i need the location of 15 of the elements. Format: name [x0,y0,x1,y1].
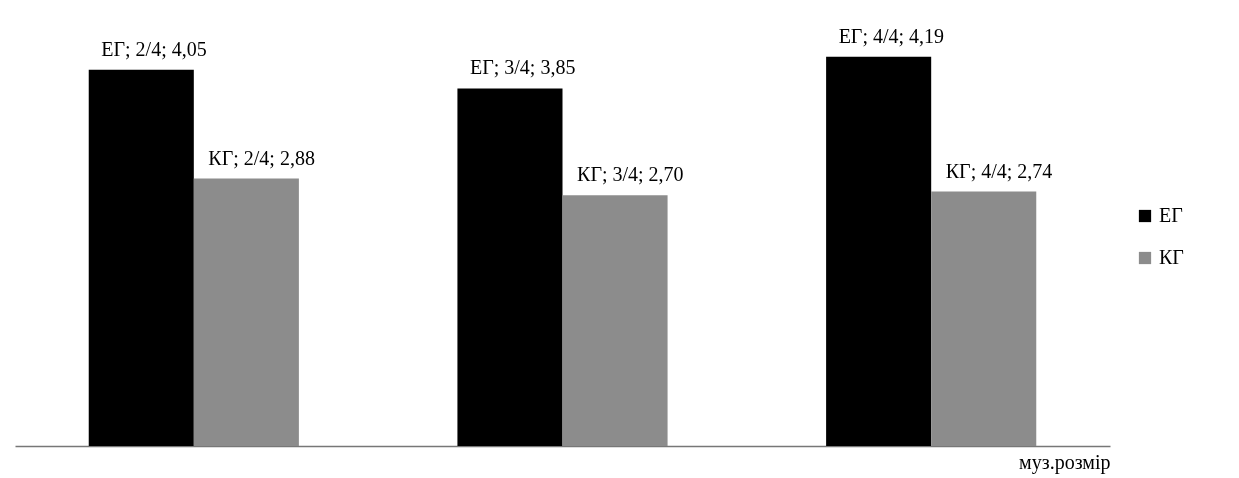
bar [931,191,1037,446]
bar [826,56,932,446]
data-label: ЕГ; 2/4; 4,05 [101,37,207,60]
data-label: ЕГ; 4/4; 4,19 [838,24,945,47]
bar [88,69,194,446]
bar [457,88,563,446]
data-label: КГ; 4/4; 2,74 [945,159,1053,182]
data-label: ЕГ; 3/4; 3,85 [469,56,576,79]
legend-label: ЕГ [1159,204,1183,226]
data-label: КГ; 3/4; 2,70 [577,163,684,186]
bar [193,178,299,446]
legend-label: КГ [1159,246,1184,268]
x-axis-title: муз.розмір [1019,450,1111,474]
data-label: КГ; 2/4; 2,88 [208,146,315,169]
bar [562,195,668,446]
